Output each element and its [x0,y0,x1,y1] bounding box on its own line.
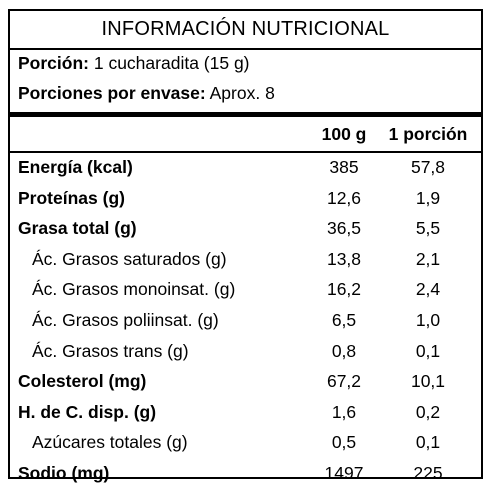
value-per-portion: 57,8 [410,157,446,177]
table-row: Ác. Grasos saturados (g) 13,8 2,1 [10,245,481,275]
nutrient-name: Proteínas (g) [18,187,125,208]
table-row: Ác. Grasos poliinsat. (g) 6,5 1,0 [10,306,481,336]
table-row: Sodio (mg) 1497 225 [10,459,481,489]
value-per-100g: 0,5 [331,432,357,453]
nutrition-label: INFORMACIÓN NUTRICIONAL Porción: 1 cucha… [8,9,483,483]
nutrient-name: Colesterol (mg) [18,371,147,392]
value-per-100g: 1,6 [331,401,357,422]
portion-row: Porción: 1 cucharadita (15 g) [18,53,250,74]
value-per-100g: 0,8 [331,340,357,361]
nutrient-name: Ác. Grasos poliinsat. (g) [32,310,219,330]
nutrient-name: Azúcares totales (g) [32,432,188,453]
table-row: Proteínas (g) 12,6 1,9 [10,184,481,214]
value-per-portion: 0,1 [415,340,441,361]
value-per-portion: 2,1 [415,248,441,269]
value-per-100g: 385 [329,157,359,177]
value-per-100g: 16,2 [326,279,362,300]
value-per-portion: 225 [413,463,443,483]
nutrient-name: Grasa total (g) [18,218,137,239]
value-per-portion: 0,2 [415,401,441,422]
nutrient-name: Ác. Grasos monoinsat. (g) [32,279,236,300]
value-per-100g: 36,5 [326,218,362,239]
value-per-100g: 1497 [324,463,364,483]
table-row: Colesterol (mg) 67,2 10,1 [10,367,481,397]
portion-label: Porción: [18,53,89,73]
nutrient-name: Sodio (mg) [18,463,110,483]
table-row: H. de C. disp. (g) 1,6 0,2 [10,398,481,428]
nutrient-name: Energía (kcal) [18,157,133,177]
table-row: Ác. Grasos monoinsat. (g) 16,2 2,4 [10,275,481,305]
column-header-portion: 1 porción [388,124,468,144]
value-per-portion: 1,9 [415,187,441,208]
value-per-100g: 13,8 [326,248,362,269]
servings-per-container-label: Porciones por envase: [18,83,206,103]
label-title: INFORMACIÓN NUTRICIONAL [10,11,481,50]
table-row: Azúcares totales (g) 0,5 0,1 [10,428,481,458]
value-per-portion: 0,1 [415,432,441,453]
table-row: Grasa total (g) 36,5 5,5 [10,214,481,244]
portion-value: 1 cucharadita (15 g) [93,53,250,73]
value-per-100g: 67,2 [326,371,362,392]
column-header: 100 g 1 porción [10,117,481,153]
servings-per-container-row: Porciones por envase: Aprox. 8 [18,83,275,104]
value-per-portion: 10,1 [410,371,446,392]
servings-per-container-value: Aprox. 8 [209,83,275,103]
value-per-portion: 5,5 [415,218,441,239]
serving-info: Porción: 1 cucharadita (15 g) Porciones … [10,48,481,117]
nutrient-name: H. de C. disp. (g) [18,401,157,422]
value-per-100g: 12,6 [326,187,362,208]
table-row: Energía (kcal) 385 57,8 [10,153,481,183]
value-per-100g: 6,5 [331,310,357,330]
nutrient-name: Ác. Grasos saturados (g) [32,248,227,269]
value-per-portion: 2,4 [415,279,441,300]
value-per-portion: 1,0 [415,310,441,330]
column-header-100g: 100 g [321,124,367,144]
table-row: Ác. Grasos trans (g) 0,8 0,1 [10,337,481,367]
nutrient-name: Ác. Grasos trans (g) [32,340,189,361]
